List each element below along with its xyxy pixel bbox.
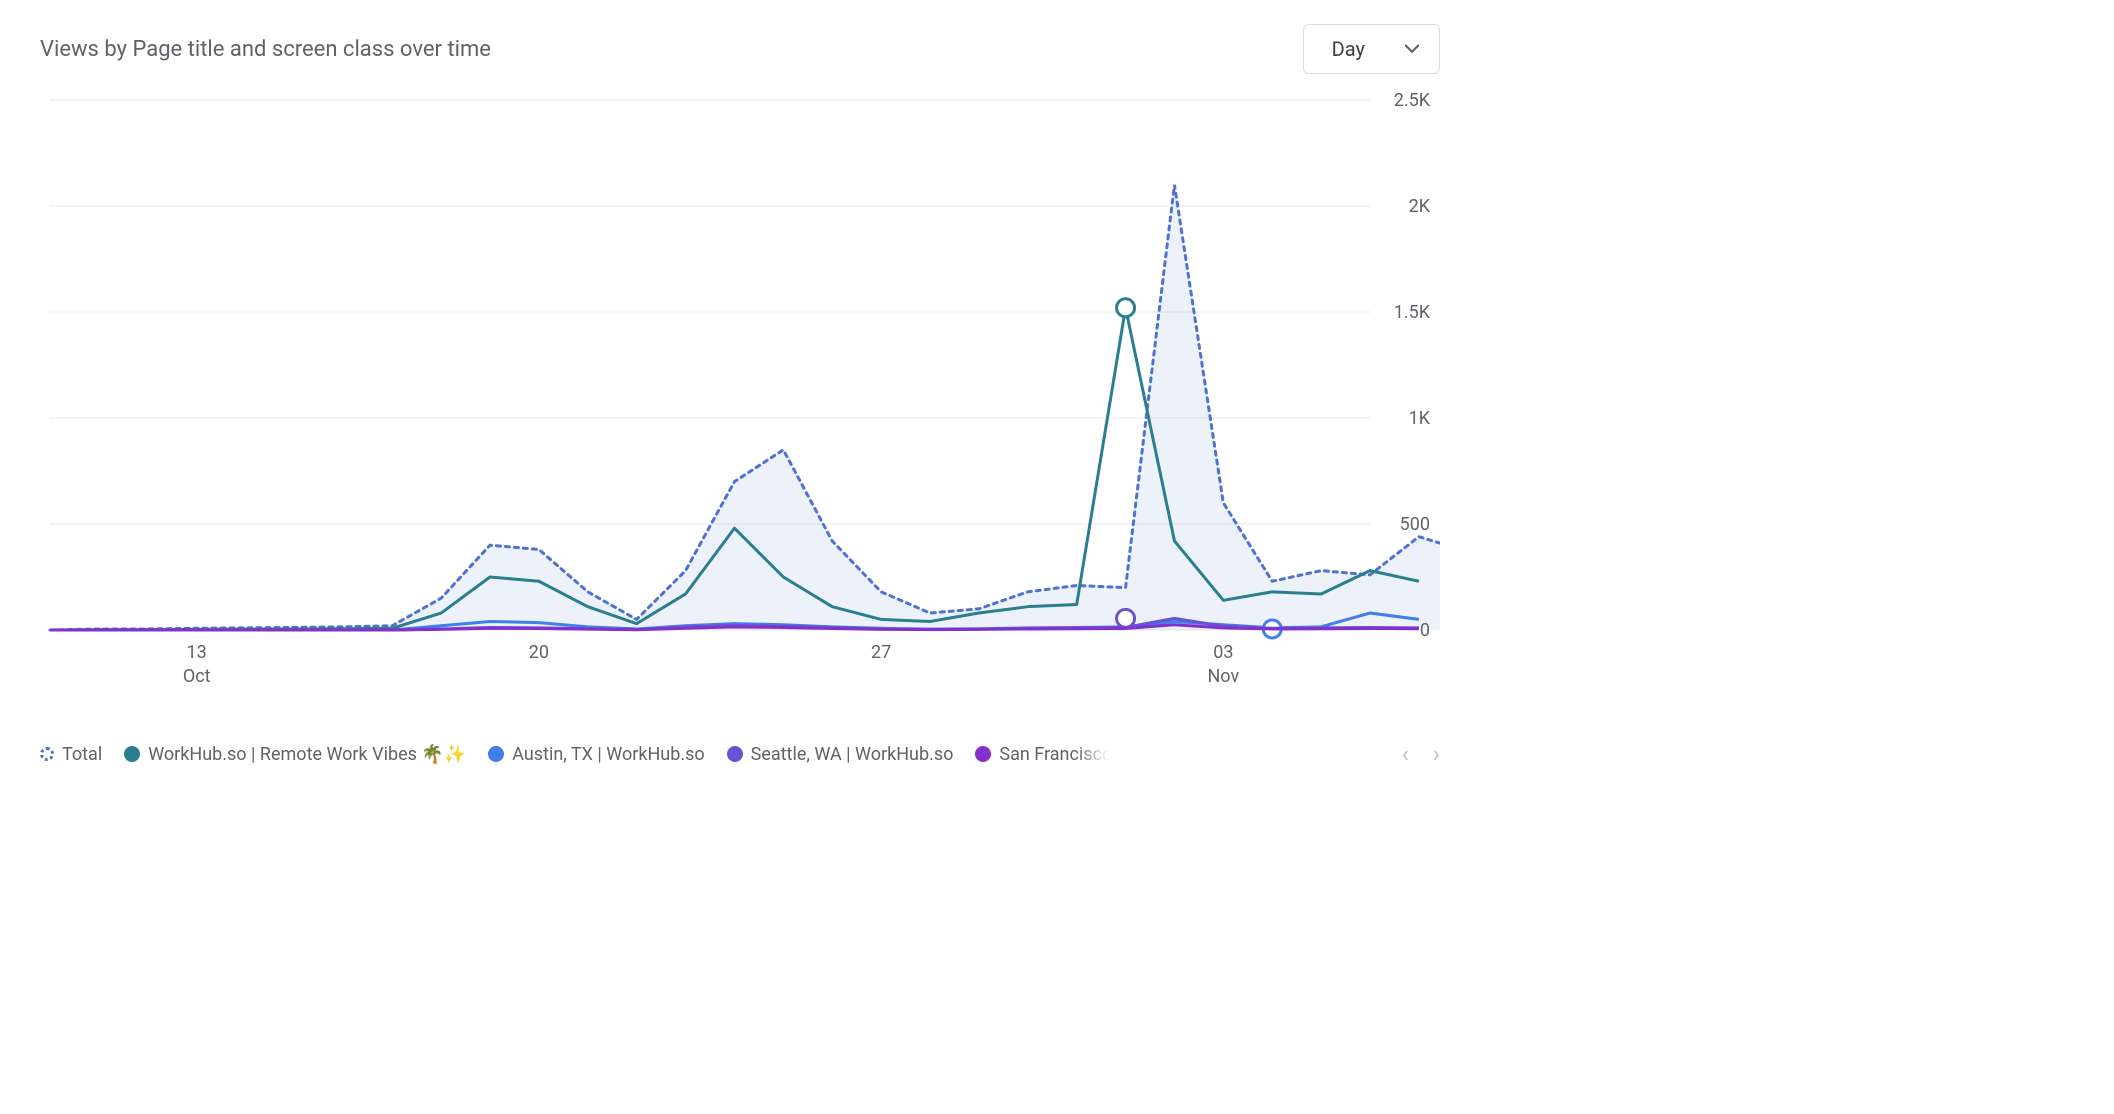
legend-label-sf: San Francisco bbox=[999, 744, 1109, 765]
legend-swatch-workhub bbox=[124, 746, 140, 762]
legend-item-austin[interactable]: Austin, TX | WorkHub.so bbox=[488, 744, 704, 765]
legend-prev-icon[interactable]: ‹ bbox=[1402, 742, 1409, 766]
x-tick-label: 13 bbox=[187, 642, 207, 663]
dropdown-label: Day bbox=[1332, 37, 1365, 61]
y-tick-label: 500 bbox=[1400, 514, 1430, 535]
chart-plot-area: 05001K1.5K2K2.5K13202703OctNov bbox=[40, 90, 1440, 690]
analytics-chart-card: Views by Page title and screen class ove… bbox=[0, 0, 1480, 780]
legend-item-seattle[interactable]: Seattle, WA | WorkHub.so bbox=[727, 744, 954, 765]
legend-pager: ‹› bbox=[1402, 742, 1440, 766]
legend-swatch-sf bbox=[975, 746, 991, 762]
legend-swatch-austin bbox=[488, 746, 504, 762]
chart-legend: Total WorkHub.so | Remote Work Vibes 🌴✨ Au… bbox=[40, 742, 1440, 766]
granularity-dropdown[interactable]: Day bbox=[1303, 24, 1440, 74]
legend-item-sf[interactable]: San Francisco bbox=[975, 744, 1109, 765]
legend-swatch-total bbox=[40, 747, 54, 761]
x-tick-label: 27 bbox=[871, 642, 891, 663]
x-tick-label: 20 bbox=[529, 642, 549, 663]
x-month-label: Oct bbox=[183, 666, 211, 687]
legend-label-workhub: WorkHub.so | Remote Work Vibes 🌴✨ bbox=[148, 744, 466, 765]
legend-label-seattle: Seattle, WA | WorkHub.so bbox=[751, 744, 954, 765]
y-tick-label: 2.5K bbox=[1394, 90, 1431, 111]
card-header: Views by Page title and screen class ove… bbox=[0, 0, 1480, 74]
series-marker-seattle bbox=[1117, 609, 1135, 627]
legend-label-total: Total bbox=[62, 744, 102, 765]
y-tick-label: 1.5K bbox=[1394, 302, 1431, 323]
legend-item-total[interactable]: Total bbox=[40, 744, 102, 765]
series-area-total bbox=[50, 185, 1440, 630]
x-tick-label: 03 bbox=[1213, 642, 1233, 663]
x-month-label: Nov bbox=[1207, 666, 1239, 687]
y-tick-label: 1K bbox=[1409, 408, 1431, 429]
legend-swatch-seattle bbox=[727, 746, 743, 762]
line-chart-svg: 05001K1.5K2K2.5K13202703OctNov bbox=[40, 90, 1440, 690]
legend-label-austin: Austin, TX | WorkHub.so bbox=[512, 744, 704, 765]
chevron-down-icon bbox=[1405, 42, 1419, 56]
chart-title: Views by Page title and screen class ove… bbox=[40, 37, 491, 62]
legend-item-workhub[interactable]: WorkHub.so | Remote Work Vibes 🌴✨ bbox=[124, 744, 466, 765]
y-tick-label: 2K bbox=[1409, 196, 1431, 217]
series-marker-workhub bbox=[1117, 299, 1135, 317]
legend-next-icon[interactable]: › bbox=[1433, 742, 1440, 766]
